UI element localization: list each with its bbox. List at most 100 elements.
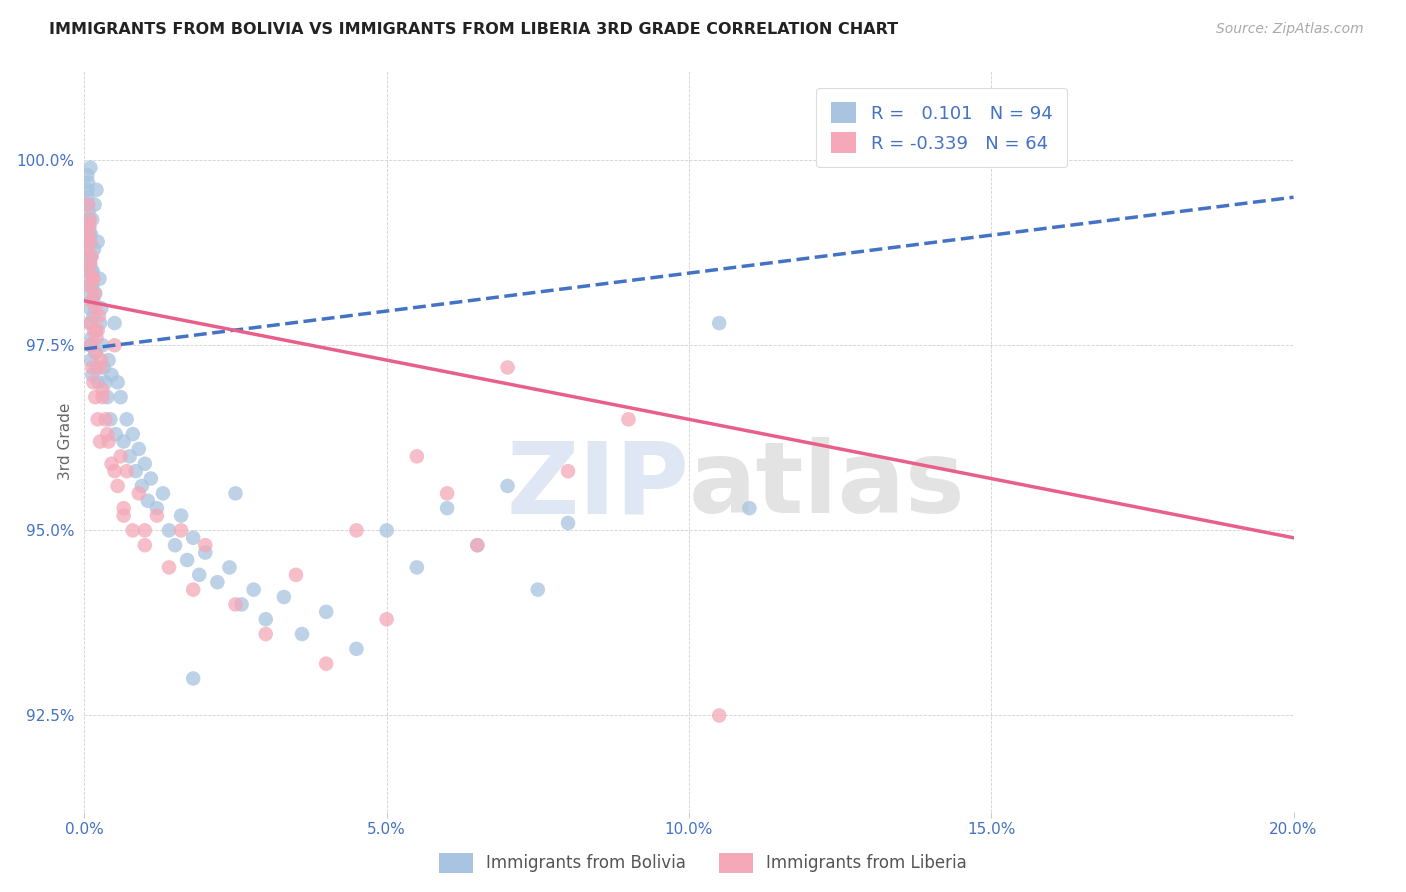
Point (170, 524, 193, 538)
Point (82, 271, 104, 285)
Point (79, 257, 101, 271)
Point (107, 479, 129, 493)
Point (82, 376, 104, 390)
Point (77, 219, 100, 234)
Point (77, 227, 100, 242)
Point (375, 612, 398, 626)
Point (79, 316, 101, 330)
Point (89, 316, 111, 330)
Point (128, 486, 150, 500)
Point (77, 257, 100, 271)
Point (77, 212, 100, 227)
Point (527, 582, 550, 597)
Point (89, 434, 111, 449)
Point (76, 242, 98, 256)
Point (80, 250, 103, 264)
Point (79, 250, 101, 264)
Point (87, 309, 110, 323)
Legend: R =   0.101   N = 94, R = -0.339   N = 64: R = 0.101 N = 94, R = -0.339 N = 64 (817, 87, 1067, 168)
Point (77, 242, 100, 256)
Point (346, 524, 368, 538)
Point (97, 434, 120, 449)
Point (84, 345, 107, 359)
Point (89, 360, 111, 375)
Text: ZIP: ZIP (506, 437, 689, 534)
Point (104, 427, 127, 442)
Point (80, 227, 103, 242)
Point (136, 493, 159, 508)
Point (100, 368, 122, 382)
Point (738, 501, 761, 516)
Point (86, 324, 108, 338)
Point (89, 271, 111, 285)
Point (436, 501, 458, 516)
Point (121, 427, 143, 442)
Point (93, 360, 115, 375)
Point (709, 316, 731, 330)
Point (82, 264, 104, 278)
Point (467, 538, 489, 552)
Point (118, 450, 141, 464)
Point (104, 316, 127, 330)
Point (128, 442, 150, 456)
Point (79, 161, 101, 175)
Point (86, 412, 108, 426)
Point (76, 190, 98, 204)
Point (557, 464, 579, 478)
Point (90, 301, 112, 316)
Point (194, 538, 217, 552)
Point (77, 235, 100, 249)
Point (285, 567, 308, 582)
Point (194, 546, 217, 560)
Point (557, 516, 579, 530)
Point (181, 531, 204, 545)
Point (83, 242, 105, 256)
Point (291, 627, 314, 641)
Point (79, 257, 101, 271)
Point (406, 560, 429, 574)
Point (181, 582, 204, 597)
Point (91, 390, 114, 404)
Point (231, 598, 253, 612)
Point (254, 612, 277, 626)
Point (80, 250, 103, 264)
Point (82, 212, 104, 227)
Point (181, 672, 204, 686)
Point (165, 538, 187, 552)
Point (98, 412, 121, 426)
Text: IMMIGRANTS FROM BOLIVIA VS IMMIGRANTS FROM LIBERIA 3RD GRADE CORRELATION CHART: IMMIGRANTS FROM BOLIVIA VS IMMIGRANTS FR… (49, 22, 898, 37)
Point (112, 501, 135, 516)
Legend: Immigrants from Bolivia, Immigrants from Liberia: Immigrants from Bolivia, Immigrants from… (433, 847, 973, 880)
Point (157, 524, 180, 538)
Point (152, 486, 174, 500)
Point (242, 582, 264, 597)
Point (709, 708, 731, 723)
Point (115, 412, 138, 426)
Point (87, 376, 110, 390)
Point (80, 279, 103, 293)
Point (80, 353, 103, 368)
Point (79, 271, 101, 285)
Point (77, 227, 100, 242)
Point (131, 479, 153, 493)
Point (115, 464, 138, 478)
Text: atlas: atlas (689, 437, 966, 534)
Point (91, 338, 114, 352)
Point (82, 309, 104, 323)
Point (104, 338, 127, 352)
Point (82, 279, 104, 293)
Point (91, 383, 114, 397)
Point (86, 331, 108, 345)
Point (139, 472, 162, 486)
Point (134, 457, 156, 471)
Point (76, 168, 98, 182)
Point (170, 508, 193, 523)
Text: Source: ZipAtlas.com: Source: ZipAtlas.com (1216, 22, 1364, 37)
Y-axis label: 3rd Grade: 3rd Grade (58, 403, 73, 480)
Point (80, 331, 103, 345)
Point (315, 605, 337, 619)
Point (77, 197, 100, 211)
Point (100, 457, 122, 471)
Point (82, 368, 104, 382)
Point (83, 286, 105, 301)
